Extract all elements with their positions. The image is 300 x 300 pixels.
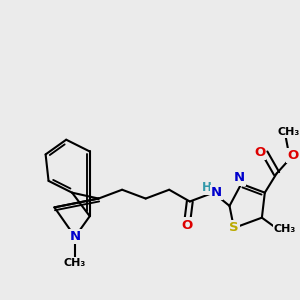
Text: O: O [254,146,265,159]
Text: O: O [287,149,298,162]
Text: N: N [70,230,81,243]
Text: CH₃: CH₃ [273,224,296,234]
Text: N: N [234,172,245,184]
Text: CH₃: CH₃ [64,258,86,268]
Text: S: S [229,221,239,235]
Text: H: H [202,181,212,194]
Text: CH₃: CH₃ [277,127,299,137]
Text: N: N [211,186,222,199]
Text: O: O [181,218,193,232]
